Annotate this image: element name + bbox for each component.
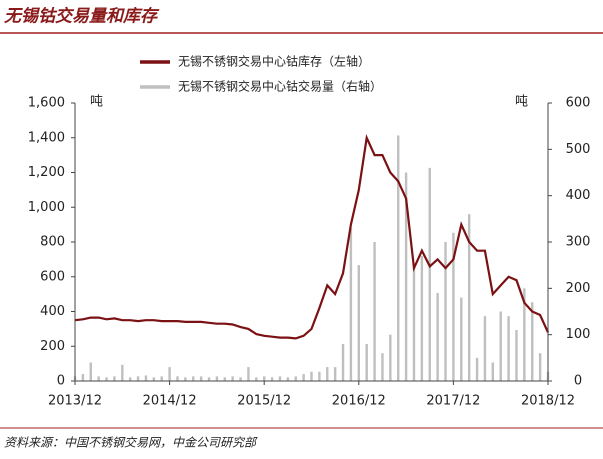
y2-tick-label: 600	[566, 96, 591, 111]
volume-bar	[302, 374, 305, 381]
volume-bar	[121, 364, 124, 381]
y-tick-label: 0	[57, 374, 65, 389]
y-tick-label: 1,400	[28, 130, 65, 145]
volume-bar	[467, 214, 471, 381]
volume-bar	[144, 375, 148, 381]
volume-bar	[152, 377, 156, 381]
y2-axis-label: 吨	[515, 95, 528, 110]
y-tick-label: 400	[40, 304, 65, 319]
volume-bar	[89, 362, 92, 381]
volume-bar	[341, 343, 345, 381]
y-tick-label: 1,600	[28, 96, 65, 111]
y-tick-label: 600	[40, 269, 65, 284]
volume-bar	[507, 316, 510, 381]
volume-bar	[515, 330, 518, 381]
volume-bar	[326, 367, 329, 381]
x-tick-label: 2017/12	[426, 394, 480, 409]
volume-bar	[333, 367, 337, 381]
y-tick-label: 1,200	[28, 165, 65, 180]
y2-tick-label: 0	[574, 374, 582, 389]
volume-bar	[231, 376, 234, 381]
volume-bar	[223, 377, 226, 381]
volume-bar	[207, 377, 211, 381]
y2-tick-label: 300	[566, 235, 591, 250]
volume-bar	[381, 353, 384, 381]
volume-bar	[168, 367, 171, 381]
volume-bar	[81, 374, 85, 381]
volume-bar	[404, 172, 408, 381]
volume-bar	[310, 371, 313, 381]
volume-bar	[278, 376, 282, 381]
volume-bar	[184, 377, 187, 381]
volume-bar	[436, 292, 439, 381]
volume-bar	[294, 376, 297, 381]
volume-bar	[428, 167, 431, 381]
volume-bar	[499, 311, 502, 381]
x-tick-label: 2015/12	[237, 394, 291, 409]
volume-bar	[247, 367, 250, 381]
volume-bar	[531, 302, 534, 381]
volume-bar	[192, 376, 195, 381]
volume-bar	[239, 377, 242, 381]
volume-bar	[397, 135, 400, 381]
legend-label: 无锡不锈钢交易中心钴库存（左轴）	[178, 54, 370, 69]
y-axis-label: 吨	[90, 95, 103, 110]
volume-bar	[452, 232, 455, 381]
volume-bar	[389, 334, 392, 381]
volume-bar	[483, 316, 487, 381]
y2-tick-label: 100	[566, 327, 591, 342]
volume-bar	[412, 265, 416, 381]
volume-bar	[373, 242, 376, 381]
source: 资料来源：中国不锈钢交易网，中金公司研究部	[4, 436, 258, 450]
x-tick-label: 2013/12	[48, 394, 102, 409]
volume-bar	[136, 376, 140, 381]
volume-bar	[523, 288, 526, 381]
volume-bar	[199, 376, 203, 381]
volume-bar	[286, 377, 290, 381]
volume-bar	[460, 297, 463, 381]
volume-bar	[538, 353, 542, 381]
volume-bar	[270, 377, 274, 381]
volume-bar	[263, 376, 266, 381]
x-tick-label: 2014/12	[143, 394, 197, 409]
volume-bar	[160, 376, 163, 381]
y2-tick-label: 400	[566, 188, 591, 203]
volume-bar	[491, 362, 495, 381]
y2-tick-label: 500	[566, 142, 591, 157]
volume-bar	[128, 377, 132, 381]
volume-bar	[349, 228, 353, 381]
x-tick-label: 2016/12	[332, 394, 386, 409]
y-tick-label: 200	[40, 339, 65, 354]
x-tick-label: 2018/12	[521, 394, 575, 409]
y-tick-label: 1,000	[28, 200, 65, 215]
volume-bar	[357, 265, 360, 381]
inventory-line	[74, 133, 550, 340]
volume-bar	[97, 376, 100, 381]
volume-bar	[113, 376, 116, 381]
volume-bar	[420, 255, 424, 381]
volume-bar	[444, 242, 447, 381]
volume-bar	[475, 357, 479, 381]
chart-title: 无锡钴交易量和库存	[3, 7, 160, 27]
legend-label: 无锡不锈钢交易中心钴交易量（右轴）	[178, 79, 382, 94]
volume-bar	[215, 376, 219, 381]
y2-tick-label: 200	[566, 281, 591, 296]
volume-bar	[105, 377, 108, 381]
volume-bar	[176, 376, 179, 381]
volume-bar	[365, 343, 368, 381]
y-tick-label: 800	[40, 235, 65, 250]
volume-bar	[318, 371, 321, 381]
volume-bar	[255, 377, 258, 381]
